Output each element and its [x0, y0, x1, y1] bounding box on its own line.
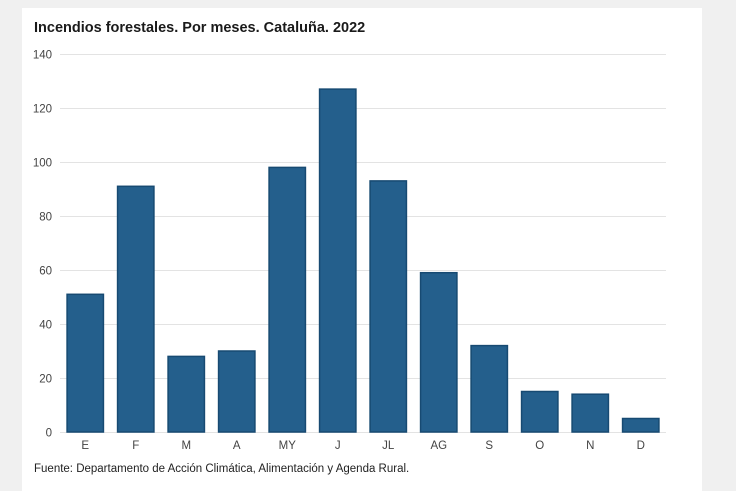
x-tick-label: N: [586, 440, 594, 452]
x-tick-label: A: [233, 440, 241, 452]
y-tick-label: 120: [33, 104, 52, 116]
y-tick-label: 100: [33, 158, 52, 170]
x-tick-label: AG: [430, 440, 447, 452]
bar-n[interactable]: [571, 393, 610, 433]
x-tick-label: S: [485, 440, 493, 452]
x-axis-ticks: E F M A MY J JL AG S O N D: [81, 440, 644, 452]
y-axis-ticks: 0 20 40 60 80 100 120 140: [33, 50, 52, 440]
bar-d[interactable]: [621, 417, 660, 433]
bar-s[interactable]: [470, 344, 509, 433]
chart-card: Incendios forestales. Por meses. Cataluñ…: [22, 8, 702, 491]
y-tick-label: 20: [39, 374, 52, 386]
y-tick-label: 80: [39, 212, 52, 224]
bar-e[interactable]: [66, 293, 105, 433]
y-tick-label: 60: [39, 266, 52, 278]
x-tick-label: O: [535, 440, 544, 452]
x-tick-label: M: [181, 440, 191, 452]
x-tick-label: F: [132, 440, 139, 452]
bar-jl[interactable]: [369, 180, 408, 433]
x-tick-label: E: [81, 440, 89, 452]
x-tick-label: J: [335, 440, 341, 452]
bar-j[interactable]: [318, 88, 357, 433]
y-tick-label: 140: [33, 50, 52, 62]
bar-f[interactable]: [116, 185, 155, 433]
bars: [66, 88, 660, 433]
bar-my[interactable]: [268, 166, 307, 433]
bar-chart: 0 20 40 60 80 100 120 140 E F M A MY J JL AG S O N D: [33, 50, 666, 452]
x-tick-label: JL: [382, 440, 395, 452]
x-tick-label: D: [637, 440, 645, 452]
bar-o[interactable]: [520, 390, 559, 433]
grid-lines: [60, 54, 666, 433]
bar-m[interactable]: [167, 355, 206, 433]
x-tick-label: MY: [279, 440, 297, 452]
bar-a[interactable]: [217, 350, 256, 433]
y-tick-label: 40: [39, 320, 52, 332]
y-tick-label: 0: [46, 428, 52, 440]
bar-ag[interactable]: [419, 271, 458, 433]
source-note: Fuente: Departamento de Acción Climática…: [34, 463, 410, 475]
chart-title: Incendios forestales. Por meses. Cataluñ…: [34, 20, 366, 36]
